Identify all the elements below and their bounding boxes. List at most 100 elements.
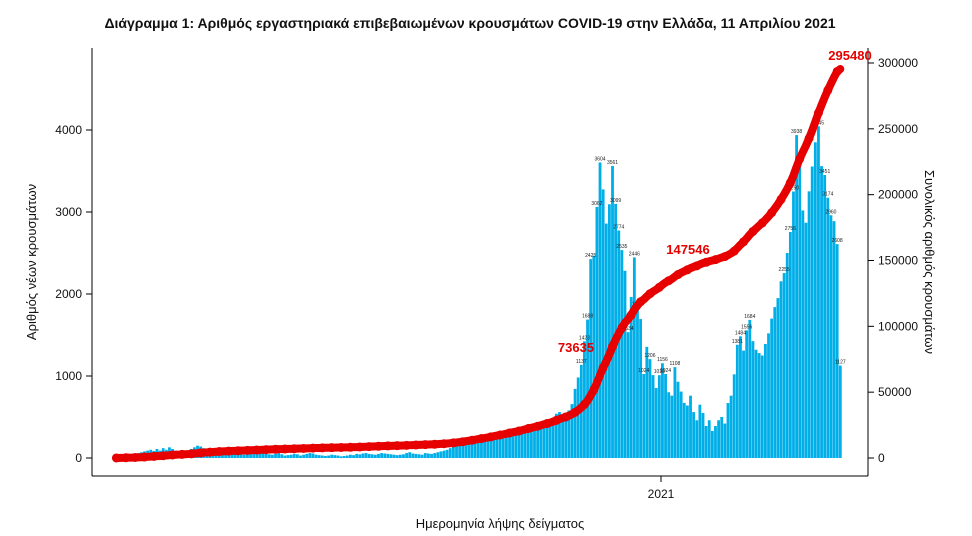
bar	[632, 257, 636, 458]
bar	[492, 433, 496, 458]
bar	[788, 232, 792, 458]
cumulative-point	[720, 252, 730, 262]
bar-data-label: 1156	[657, 357, 668, 363]
bar	[442, 450, 446, 458]
bar	[389, 454, 393, 458]
cumulative-point	[233, 446, 243, 456]
bar	[564, 420, 568, 458]
bar-data-label: 1108	[670, 361, 681, 367]
bar	[545, 427, 549, 458]
bar	[695, 420, 699, 458]
bar	[807, 191, 811, 458]
bar	[420, 454, 424, 458]
bar	[501, 435, 505, 458]
cumulative-point	[804, 133, 814, 143]
cumulative-point	[364, 442, 374, 452]
cumulative-point	[411, 440, 421, 450]
bar	[617, 230, 621, 458]
bar-data-label: 3099	[610, 198, 621, 204]
cumulative-point	[673, 270, 683, 280]
bar	[726, 403, 730, 458]
bar	[823, 175, 827, 458]
cumulative-point	[299, 443, 309, 453]
cumulative-point	[205, 447, 215, 457]
cumulative-annotation: 147546	[666, 242, 709, 257]
y-tick-label: 0	[75, 451, 82, 465]
bar	[735, 344, 739, 458]
bar	[642, 374, 646, 458]
y-tick-label: 3000	[55, 205, 82, 219]
bar-data-label: 2425	[585, 253, 596, 259]
bar	[651, 375, 655, 458]
cumulative-point	[608, 342, 618, 352]
cumulative-point	[420, 440, 430, 450]
x-tick-label: 2021	[648, 487, 675, 501]
cumulative-point	[682, 265, 692, 275]
cumulative-point	[813, 108, 823, 118]
bar	[595, 206, 599, 458]
bar	[402, 454, 405, 458]
bar	[620, 250, 624, 458]
cumulative-point	[448, 438, 458, 448]
cumulative-point	[561, 412, 571, 422]
bar	[336, 455, 340, 458]
cumulative-point	[570, 407, 580, 417]
bar	[283, 455, 287, 458]
bar	[280, 454, 284, 458]
bar	[826, 197, 830, 459]
bar	[464, 439, 468, 458]
bar	[567, 410, 571, 458]
bar	[729, 395, 733, 458]
bar	[224, 453, 228, 458]
bar	[261, 452, 265, 458]
bar	[714, 426, 717, 458]
cumulative-point	[542, 419, 552, 429]
bar	[698, 404, 702, 458]
bar	[289, 454, 293, 458]
bar	[505, 432, 508, 458]
bar	[757, 353, 761, 458]
bar	[414, 453, 418, 458]
cumulative-point	[224, 446, 234, 456]
bar	[242, 454, 246, 458]
bar-data-label: 2255	[779, 267, 790, 273]
bar	[417, 454, 421, 458]
cumulative-point	[111, 453, 121, 463]
plot-area: 0 1000 2000 3000 4000 0 50000 100000 150000 20000…	[55, 48, 918, 501]
bar	[274, 453, 277, 458]
bar-data-label: 1010	[654, 369, 665, 375]
cumulative-annotation: 295480	[828, 48, 871, 63]
cumulative-point	[598, 363, 608, 373]
bar-data-label: 1206	[644, 353, 655, 359]
bar	[667, 392, 671, 458]
y2-axis-label: Συνολικός αριθμός κρουσμάτων	[922, 170, 937, 354]
bar	[395, 455, 399, 458]
cumulative-point	[214, 447, 224, 457]
bar	[542, 425, 546, 458]
cumulative-point	[654, 282, 664, 292]
bar	[679, 391, 683, 458]
bar	[470, 440, 474, 458]
cumulative-point	[177, 449, 187, 459]
bar	[486, 437, 490, 458]
y2-tick-label: 100000	[878, 319, 918, 333]
bar	[311, 453, 315, 458]
bar	[629, 296, 633, 458]
bar	[760, 355, 764, 458]
bar	[267, 454, 271, 458]
bar	[236, 453, 240, 458]
bar	[498, 436, 502, 458]
bar	[558, 412, 561, 458]
cumulative-point	[467, 435, 477, 445]
bar	[611, 166, 614, 458]
cumulative-point	[664, 276, 674, 286]
cumulative-point	[430, 439, 440, 449]
bar	[355, 453, 359, 458]
chart-title: Διάγραμμα 1: Αριθμός εργαστηριακά επιβεβ…	[104, 15, 835, 31]
bar	[654, 388, 658, 458]
bar	[302, 454, 306, 458]
bar	[533, 429, 536, 458]
bar	[598, 162, 602, 458]
bar	[604, 223, 608, 458]
bar	[324, 455, 327, 458]
